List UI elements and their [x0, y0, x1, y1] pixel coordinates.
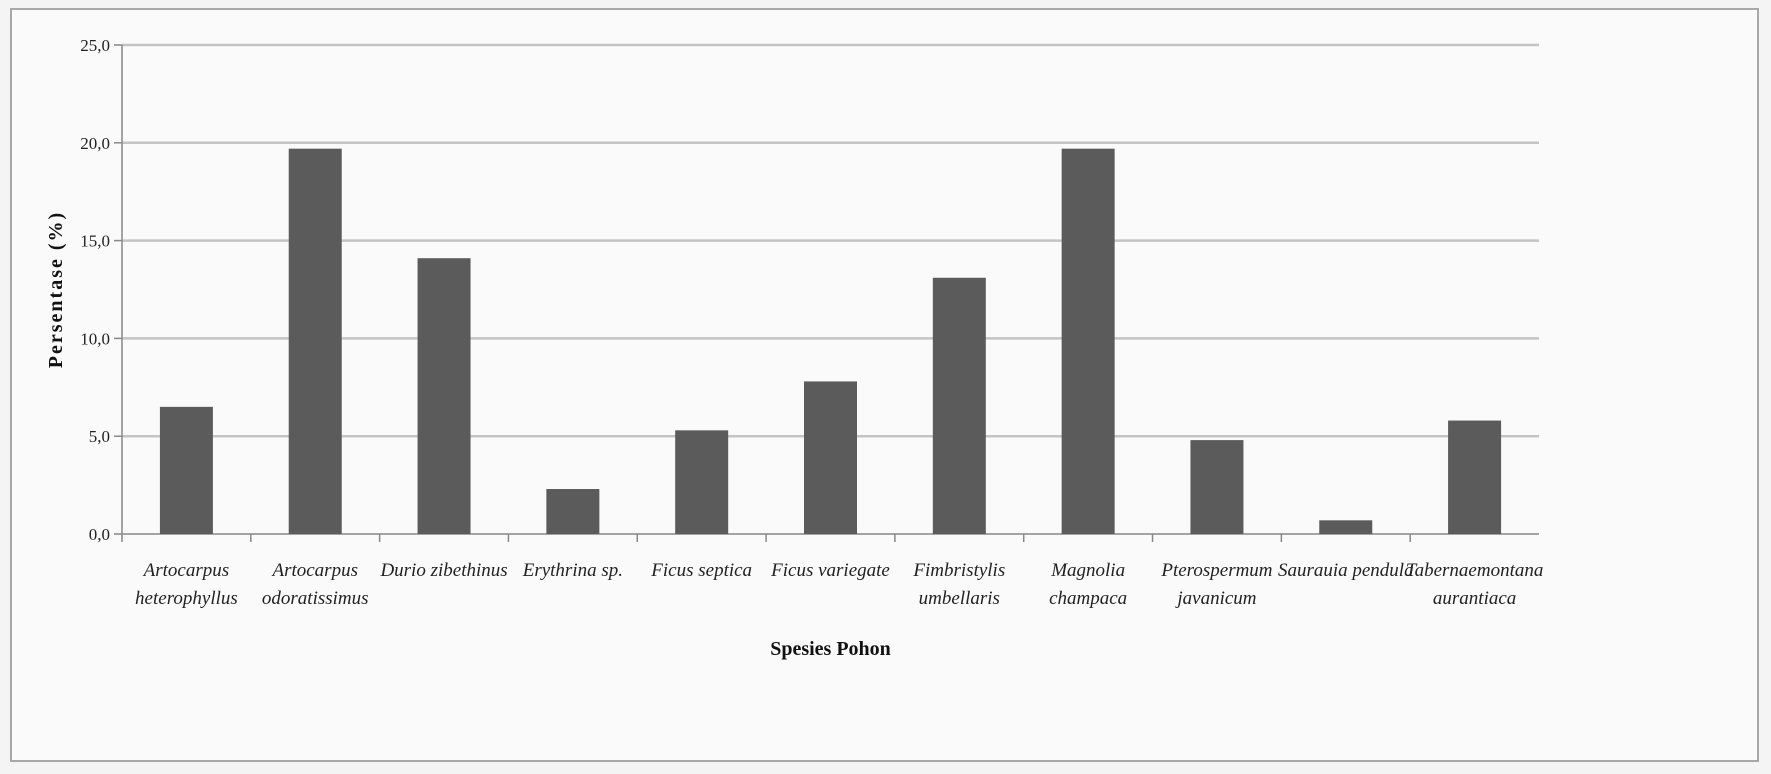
bar [1190, 440, 1244, 534]
y-tick-label: 10,0 [80, 329, 110, 348]
x-tick-label: Ficus septica [650, 560, 752, 581]
x-axis-title: Spesies Pohon [770, 638, 891, 660]
x-tick-label: Fimbristylis umbellaris [912, 560, 1005, 609]
x-tick-label: Artocarpus odoratissimus [262, 560, 369, 609]
x-tick-label: Artocarpus heterophyllus [135, 560, 238, 609]
bar [1319, 520, 1373, 534]
y-tick-label: 0,0 [89, 525, 110, 544]
bar [932, 277, 986, 534]
x-tick-label: Durio zibethinus [379, 560, 507, 581]
bar [159, 406, 213, 534]
chart-frame: 0,0 5,0 10,0 15,0 20,0 25,0 Artocarpus heteroph… [10, 8, 1759, 762]
x-tick-label: Magnolia champaca [1049, 560, 1127, 609]
x-tick-label: Pterospermum javanicum [1160, 560, 1272, 609]
bar [1448, 420, 1502, 534]
x-tick-label: Erythrina sp. [522, 560, 623, 581]
y-tick-label: 20,0 [80, 134, 110, 153]
x-tick-label: Tabernaemontana aurantiaca [1406, 560, 1544, 609]
labels: 0,0 5,0 10,0 15,0 20,0 25,0 Artocarpus heteroph… [80, 36, 1543, 609]
gridlines [122, 43, 1539, 438]
x-tick-label: Saurauia pendula [1278, 560, 1414, 581]
bar [1061, 148, 1115, 534]
x-tick-label: Ficus variegate [770, 560, 890, 581]
bar [417, 258, 471, 534]
y-tick-label: 15,0 [80, 232, 110, 251]
bar [675, 430, 729, 534]
bar-chart: 0,0 5,0 10,0 15,0 20,0 25,0 Artocarpus heteroph… [45, 36, 1543, 660]
y-tick-label: 5,0 [89, 427, 110, 446]
bar [804, 381, 857, 534]
bar [288, 148, 342, 534]
y-axis-title: Persentase (%) [45, 211, 67, 368]
y-tick-label: 25,0 [80, 36, 110, 55]
bar [546, 489, 600, 534]
bars [159, 148, 1502, 534]
